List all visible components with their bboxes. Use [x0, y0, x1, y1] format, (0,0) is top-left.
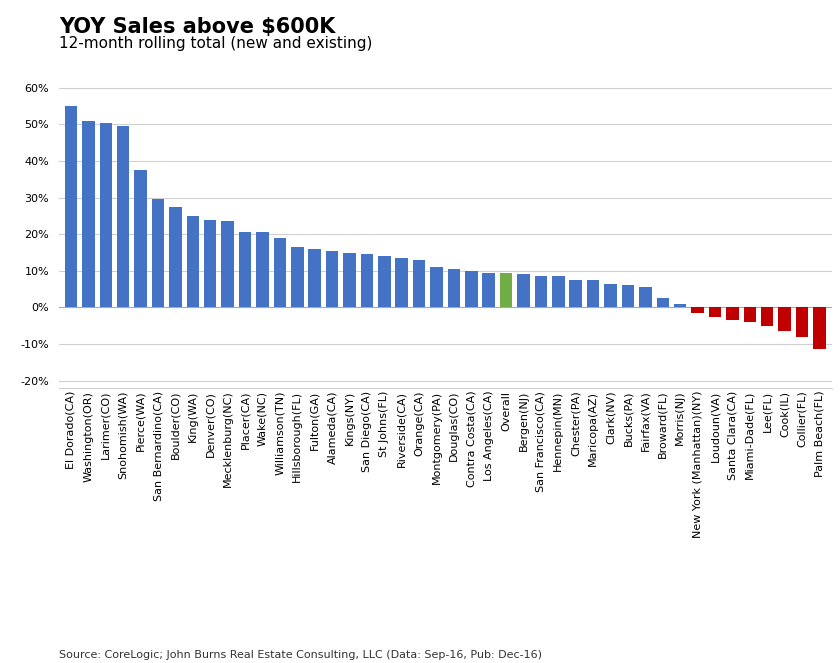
Bar — [308, 249, 321, 308]
Bar — [482, 272, 495, 308]
Bar — [134, 170, 147, 308]
Text: Source: CoreLogic; John Burns Real Estate Consulting, LLC (Data: Sep-16, Pub: De: Source: CoreLogic; John Burns Real Estat… — [59, 650, 542, 660]
Bar — [465, 271, 478, 308]
Bar — [152, 200, 165, 308]
Bar — [186, 216, 199, 308]
Bar — [587, 280, 600, 308]
Bar — [204, 219, 217, 308]
Bar — [779, 308, 791, 331]
Bar — [604, 284, 617, 308]
Bar — [813, 308, 826, 349]
Bar — [117, 127, 129, 308]
Bar — [448, 269, 460, 308]
Bar — [396, 258, 408, 308]
Bar — [500, 272, 512, 308]
Bar — [622, 286, 634, 308]
Bar — [256, 233, 269, 308]
Bar — [65, 106, 77, 308]
Bar — [378, 256, 391, 308]
Bar — [552, 276, 564, 308]
Bar — [344, 253, 355, 308]
Bar — [570, 280, 582, 308]
Bar — [517, 274, 530, 308]
Bar — [274, 238, 286, 308]
Bar — [412, 260, 425, 308]
Bar — [222, 221, 234, 308]
Bar — [82, 121, 95, 308]
Bar — [726, 308, 738, 320]
Bar — [795, 308, 808, 337]
Text: 12-month rolling total (new and existing): 12-month rolling total (new and existing… — [59, 36, 372, 52]
Bar — [761, 308, 774, 326]
Bar — [169, 207, 181, 308]
Bar — [674, 304, 686, 308]
Bar — [430, 267, 443, 308]
Bar — [691, 308, 704, 313]
Bar — [360, 255, 373, 308]
Bar — [535, 276, 547, 308]
Bar — [291, 247, 303, 308]
Bar — [743, 308, 756, 322]
Bar — [709, 308, 722, 316]
Bar — [657, 298, 669, 308]
Bar — [326, 251, 339, 308]
Bar — [239, 233, 251, 308]
Bar — [639, 287, 652, 308]
Text: YOY Sales above $600K: YOY Sales above $600K — [59, 17, 335, 36]
Bar — [99, 123, 112, 308]
